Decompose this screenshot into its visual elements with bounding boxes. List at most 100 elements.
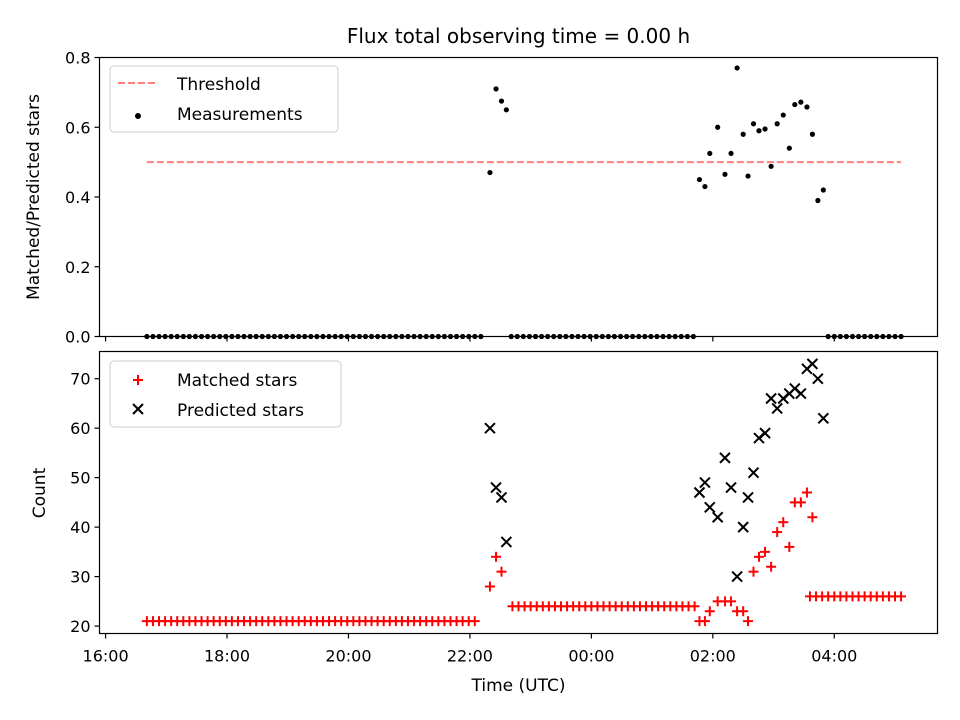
measurement-point	[809, 131, 816, 137]
measurement-point	[734, 65, 740, 71]
bottom-x-tick-label: 04:00	[811, 647, 857, 666]
predicted-star-point	[795, 387, 807, 400]
predicted-star-point	[725, 481, 737, 494]
measurement-point	[786, 145, 792, 151]
measurements-legend-label: Measurements	[177, 105, 303, 125]
chart-title: Flux total observing time = 0.00 h	[347, 24, 690, 48]
predicted-star-point	[771, 402, 783, 415]
measurement-point	[498, 98, 505, 104]
bottom-y-tick-label: 60	[70, 419, 90, 438]
top-y-tick-label: 0.0	[65, 328, 90, 347]
predicted-star-point	[704, 501, 716, 514]
matched-star-point	[772, 527, 783, 538]
measurement-point	[728, 150, 734, 157]
bottom-x-tick-label: 02:00	[690, 647, 736, 666]
matched-star-point	[699, 616, 710, 627]
matched-star-point	[807, 512, 818, 523]
top-y-ticks: 0.0 0.2 0.4 0.6 0.8	[65, 49, 100, 347]
top-y-tick-label: 0.8	[65, 49, 90, 68]
bottom-axes-frame	[98, 350, 939, 635]
matched-star-point	[753, 551, 764, 562]
matched-stars-legend-swatch	[133, 375, 143, 385]
predicted-star-point	[495, 491, 508, 504]
matched-star-point	[484, 581, 495, 592]
measurement-point	[780, 112, 786, 118]
matched-star-point	[738, 606, 749, 617]
bottom-y-tick-label: 50	[70, 469, 90, 488]
predicted-star-point	[693, 486, 706, 499]
measurement-point	[503, 107, 509, 113]
measurement-point	[702, 183, 708, 190]
matched-star-point	[689, 601, 700, 612]
bottom-x-tick-label: 20:00	[325, 647, 371, 666]
matched-star-point	[704, 606, 715, 617]
predicted-star-point	[765, 392, 777, 405]
top-legend: Threshold Measurements	[109, 65, 339, 133]
top-x-ticks	[104, 336, 835, 342]
predicted-star-point	[500, 536, 513, 548]
bottom-x-tick-label: 22:00	[447, 647, 493, 666]
top-y-tick-label: 0.6	[65, 118, 90, 137]
matched-star-point	[760, 546, 771, 557]
predicted-star-point	[759, 427, 771, 439]
matched-star-point	[801, 487, 812, 498]
matched-star-point	[496, 566, 507, 577]
measurement-point	[487, 169, 493, 176]
x-axis-label: Time (UTC)	[471, 676, 566, 696]
measurement-point	[815, 197, 821, 204]
measurement-point	[756, 128, 762, 134]
measurement-point	[493, 86, 499, 92]
predicted-star-point	[484, 422, 496, 434]
predicted-star-point	[806, 358, 819, 370]
predicted-stars-legend-swatch	[132, 403, 144, 415]
measurement-point	[768, 163, 774, 169]
bottom-x-ticks: 16:00 18:00 20:00 22:00 00:00 02:00 04:00	[83, 633, 857, 666]
bottom-y-ticks: 20 30 40 50 60 70	[70, 370, 100, 636]
predicted-star-point	[711, 511, 724, 523]
bottom-x-tick-label: 18:00	[204, 647, 250, 666]
matched-star-point	[795, 497, 806, 508]
top-y-axis-label: Matched/Predicted stars	[24, 94, 44, 300]
predicted-star-point	[731, 570, 743, 583]
bottom-y-tick-label: 40	[70, 518, 90, 537]
measurement-point	[696, 176, 703, 183]
predicted-star-point	[747, 467, 760, 479]
top-legend-box	[109, 65, 339, 133]
matched-star-point	[766, 561, 777, 572]
matched-star-point	[784, 541, 795, 552]
measurement-point	[762, 126, 768, 132]
measurement-point	[820, 187, 826, 193]
top-y-tick-label: 0.4	[65, 188, 90, 207]
predicted-star-point	[812, 373, 824, 385]
threshold-legend-label: Threshold	[176, 75, 261, 95]
predicted-star-point	[817, 412, 830, 424]
matched-star-point	[743, 616, 754, 627]
matched-star-point	[896, 591, 907, 602]
top-y-tick-label: 0.2	[65, 258, 90, 277]
bottom-y-tick-label: 30	[70, 568, 90, 587]
measurement-point	[740, 131, 746, 137]
predicted-star-point	[719, 452, 731, 464]
bottom-legend: Matched stars Predicted stars	[109, 360, 342, 428]
predicted-star-point	[737, 521, 749, 533]
matched-star-point	[748, 566, 759, 577]
bottom-x-tick-label: 00:00	[568, 647, 614, 666]
matched-star-point	[778, 517, 789, 528]
measurement-point	[750, 121, 757, 127]
measurement-point	[774, 121, 780, 127]
bottom-panel: 20 30 40 50 60 70 16:00 18:00 20:00 22:00 00:00 02…	[30, 350, 939, 696]
bottom-marks	[141, 358, 907, 627]
matched-star-point	[491, 551, 502, 562]
bottom-y-tick-label: 20	[70, 617, 90, 636]
matched-star-point	[469, 616, 480, 627]
measurement-point	[792, 101, 798, 108]
predicted-stars-legend-label: Predicted stars	[177, 401, 304, 421]
predicted-star-point	[742, 491, 754, 504]
measurement-point	[707, 150, 713, 157]
matched-star-point	[726, 596, 737, 607]
bottom-y-axis-label: Count	[30, 467, 50, 518]
predicted-star-point	[490, 481, 502, 494]
measurements-legend-swatch	[135, 113, 141, 119]
measurement-point	[722, 171, 728, 177]
